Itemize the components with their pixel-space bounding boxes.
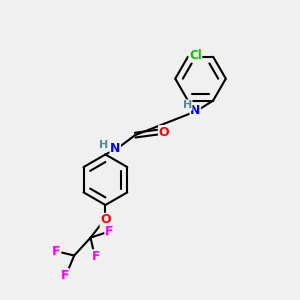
Text: F: F: [52, 245, 61, 258]
Text: F: F: [60, 268, 69, 282]
Text: O: O: [100, 213, 111, 226]
Text: H: H: [99, 140, 109, 150]
Text: N: N: [110, 142, 120, 155]
Text: F: F: [105, 225, 113, 238]
Text: H: H: [183, 100, 192, 110]
Text: Cl: Cl: [189, 49, 202, 62]
Text: N: N: [190, 104, 200, 117]
Text: F: F: [92, 250, 101, 263]
Text: O: O: [159, 126, 169, 139]
